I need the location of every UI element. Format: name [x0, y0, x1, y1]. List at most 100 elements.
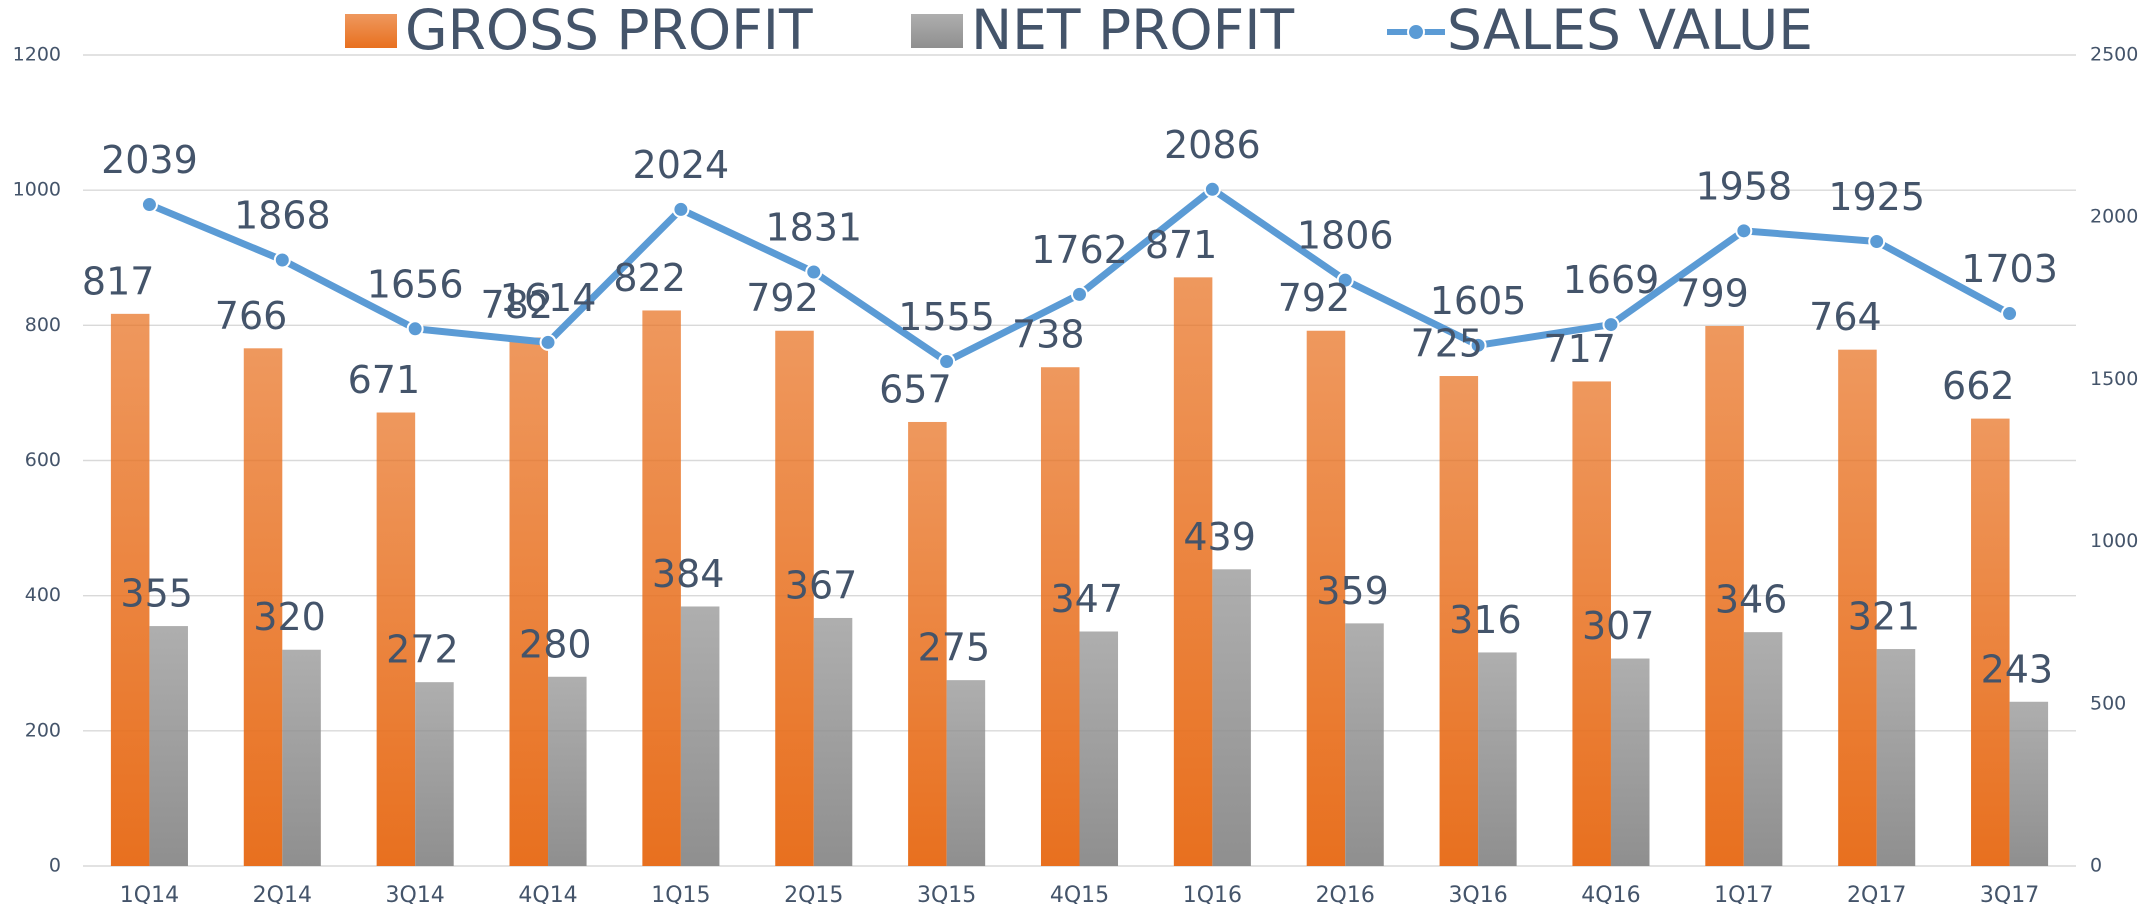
x-tick-label: 4Q16 — [1581, 883, 1640, 904]
bar — [946, 680, 986, 866]
bar — [509, 337, 549, 867]
data-label: 717 — [1543, 327, 1616, 371]
data-label: 1669 — [1563, 258, 1660, 302]
bar — [908, 421, 947, 866]
marker — [140, 196, 158, 214]
bar — [548, 676, 587, 866]
data-label: 792 — [1278, 276, 1351, 320]
data-label: 243 — [1981, 647, 2054, 691]
x-tick-label: 2Q14 — [253, 883, 312, 904]
y-tick-label: 200 — [25, 719, 61, 741]
legend-marker — [1407, 23, 1425, 41]
data-label: 280 — [519, 622, 592, 666]
data-label: 822 — [613, 256, 686, 300]
data-label: 320 — [253, 595, 326, 639]
bar — [243, 348, 283, 867]
data-label: 1614 — [500, 276, 597, 320]
data-label: 359 — [1316, 569, 1389, 613]
data-label: 275 — [918, 626, 991, 670]
bar — [680, 606, 720, 866]
data-label: 1958 — [1695, 164, 1792, 208]
bar — [1079, 631, 1119, 866]
marker — [539, 333, 557, 351]
legend-swatch — [345, 14, 397, 48]
legend-label: GROSS PROFIT — [405, 0, 813, 62]
x-tick-label: 4Q14 — [518, 883, 577, 904]
bar — [1306, 330, 1346, 866]
data-label: 316 — [1449, 598, 1522, 642]
x-tick-label: 1Q15 — [651, 883, 710, 904]
marker — [273, 251, 291, 269]
x-tick-label: 2Q15 — [784, 883, 843, 904]
legend-swatch — [911, 14, 963, 48]
data-label: 792 — [746, 276, 819, 320]
data-label: 367 — [785, 563, 858, 607]
data-label: 346 — [1715, 578, 1788, 622]
data-label: 1555 — [898, 295, 995, 339]
bar — [1876, 649, 1916, 866]
data-label: 1806 — [1297, 214, 1394, 258]
y2-tick-label: 2000 — [2090, 206, 2138, 228]
data-label: 2024 — [633, 143, 730, 187]
marker — [805, 263, 823, 281]
bar — [282, 649, 321, 866]
bar — [1173, 277, 1213, 867]
y-tick-label: 400 — [25, 584, 61, 606]
x-tick-label: 3Q17 — [1980, 883, 2039, 904]
x-tick-label: 2Q16 — [1316, 883, 1375, 904]
bar — [1705, 326, 1744, 866]
bar — [1439, 376, 1479, 866]
x-tick-label: 2Q17 — [1847, 883, 1906, 904]
data-label: 2039 — [101, 138, 198, 182]
bar — [1838, 349, 1877, 866]
data-label: 1703 — [1961, 247, 2058, 291]
data-label: 439 — [1183, 515, 1256, 559]
data-label: 671 — [348, 358, 421, 402]
y-tick-label: 1200 — [13, 44, 61, 66]
marker — [1735, 222, 1753, 240]
bar — [1478, 652, 1517, 866]
data-label: 817 — [82, 259, 155, 303]
data-label: 307 — [1582, 604, 1655, 648]
marker — [1868, 233, 1886, 251]
data-label: 1762 — [1031, 228, 1128, 272]
legend-label: NET PROFIT — [971, 0, 1295, 62]
marker — [1602, 316, 1620, 334]
x-tick-label: 3Q16 — [1448, 883, 1507, 904]
x-tick-label: 1Q17 — [1714, 883, 1773, 904]
marker — [672, 200, 690, 218]
legend-label: SALES VALUE — [1447, 0, 1813, 62]
y2-tick-label: 1500 — [2090, 368, 2138, 390]
bar — [775, 330, 814, 866]
bar — [149, 626, 188, 866]
bar — [415, 682, 454, 866]
data-label: 2086 — [1164, 123, 1261, 167]
marker — [938, 353, 956, 371]
marker — [1469, 336, 1487, 354]
bar — [1610, 658, 1650, 866]
x-tick-label: 1Q14 — [120, 883, 179, 904]
y2-tick-label: 0 — [2090, 855, 2102, 877]
y-tick-label: 0 — [49, 855, 61, 877]
y-tick-label: 1000 — [13, 179, 61, 201]
x-tick-label: 3Q15 — [917, 883, 976, 904]
data-label: 662 — [1942, 364, 2015, 408]
data-label: 321 — [1848, 595, 1921, 639]
data-label: 764 — [1809, 295, 1882, 339]
data-label: 725 — [1411, 322, 1484, 366]
data-label: 1831 — [765, 206, 862, 250]
data-label: 782 — [481, 283, 554, 327]
bar — [1971, 418, 2010, 866]
data-label: 799 — [1676, 272, 1749, 316]
data-label: 384 — [652, 552, 725, 596]
y-tick-label: 600 — [25, 449, 61, 471]
marker — [1071, 285, 1088, 303]
data-label: 347 — [1051, 577, 1124, 621]
bar — [1212, 569, 1251, 866]
x-tick-label: 1Q16 — [1183, 883, 1242, 904]
y2-tick-label: 2500 — [2090, 44, 2138, 66]
bar — [110, 313, 150, 866]
data-label: 766 — [215, 294, 288, 338]
data-label: 871 — [1145, 223, 1218, 267]
